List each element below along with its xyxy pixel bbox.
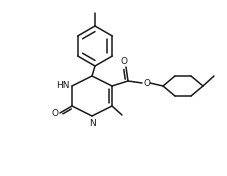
Text: O: O <box>121 58 128 67</box>
Text: N: N <box>89 118 95 127</box>
Text: O: O <box>143 78 151 87</box>
Text: O: O <box>52 109 59 118</box>
Text: HN: HN <box>56 80 70 90</box>
